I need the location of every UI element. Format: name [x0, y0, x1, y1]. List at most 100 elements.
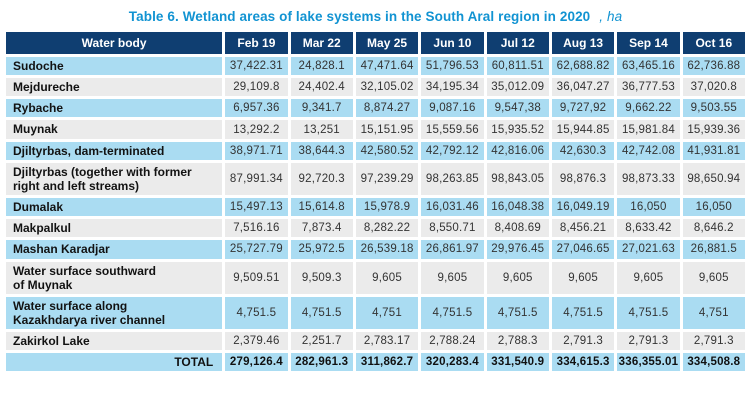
value-cell: 8,874.27 — [355, 99, 419, 118]
value-cell: 8,456.21 — [551, 219, 615, 238]
value-cell: 6,957.36 — [225, 99, 288, 118]
value-cell: 8,282.22 — [355, 219, 419, 238]
value-cell: 4,751 — [355, 296, 419, 330]
total-value-cell: 334,508.8 — [682, 353, 745, 372]
column-header-water-body: Water body — [6, 32, 223, 54]
water-body-label: Makpalkul — [6, 219, 223, 238]
value-cell: 8,633.42 — [617, 219, 680, 238]
table-row: Makpalkul 7,516.16 7,873.4 8,282.22 8,55… — [6, 219, 745, 238]
value-cell: 15,944.85 — [551, 120, 615, 139]
total-value-cell: 279,126.4 — [225, 353, 288, 372]
value-cell: 32,105.02 — [355, 78, 419, 97]
value-cell: 4,751.5 — [421, 296, 484, 330]
value-cell: 27,021.63 — [617, 240, 680, 259]
date-column-header: Mar 22 — [290, 32, 353, 54]
total-row: TOTAL 279,126.4 282,961.3 311,862.7 320,… — [6, 353, 745, 372]
date-column-header: Jul 12 — [486, 32, 549, 54]
value-cell: 26,881.5 — [682, 240, 745, 259]
value-cell: 51,796.53 — [421, 57, 484, 76]
value-cell: 2,791.3 — [551, 332, 615, 351]
water-body-label: Sudoche — [6, 57, 223, 76]
table-row: Djiltyrbas (together with former right a… — [6, 162, 745, 196]
value-cell: 9,605 — [617, 261, 680, 294]
total-value-cell: 282,961.3 — [290, 353, 353, 372]
total-value-cell: 334,615.3 — [551, 353, 615, 372]
value-cell: 15,151.95 — [355, 120, 419, 139]
value-cell: 7,516.16 — [225, 219, 288, 238]
value-cell: 34,195.34 — [421, 78, 484, 97]
value-cell: 42,630.3 — [551, 141, 615, 160]
value-cell: 41,931.81 — [682, 141, 745, 160]
date-column-header: Jun 10 — [421, 32, 484, 54]
value-cell: 98,873.33 — [617, 162, 680, 196]
table-row: Muynak 13,292.2 13,251 15,151.95 15,559.… — [6, 120, 745, 139]
value-cell: 24,828.1 — [290, 57, 353, 76]
table-row: Djiltyrbas, dam-terminated 38,971.71 38,… — [6, 141, 745, 160]
value-cell: 9,605 — [551, 261, 615, 294]
value-cell: 38,971.71 — [225, 141, 288, 160]
value-cell: 87,991.34 — [225, 162, 288, 196]
value-cell: 4,751 — [682, 296, 745, 330]
value-cell: 9,662.22 — [617, 99, 680, 118]
table-row: Mashan Karadjar 25,727.79 25,972.5 26,53… — [6, 240, 745, 259]
value-cell: 4,751.5 — [551, 296, 615, 330]
table-row: Sudoche 37,422.31 24,828.1 47,471.64 51,… — [6, 57, 745, 76]
table-row: Water surface along Kazakhdarya river ch… — [6, 296, 745, 330]
value-cell: 47,471.64 — [355, 57, 419, 76]
table-title-text: Table 6. Wetland areas of lake systems i… — [128, 9, 591, 24]
water-body-label: Water surface along Kazakhdarya river ch… — [6, 296, 223, 330]
value-cell: 9,341.7 — [290, 99, 353, 118]
value-cell: 16,050 — [682, 198, 745, 217]
table-row: Water surface southward of Muynak 9,509.… — [6, 261, 745, 294]
value-cell: 27,046.65 — [551, 240, 615, 259]
value-cell: 9,605 — [682, 261, 745, 294]
table-row: Rybache 6,957.36 9,341.7 8,874.27 9,087.… — [6, 99, 745, 118]
date-column-header: Oct 16 — [682, 32, 745, 54]
table-row: Mejdureche 29,109.8 24,402.4 32,105.02 3… — [6, 78, 745, 97]
total-value-cell: 331,540.9 — [486, 353, 549, 372]
header-row: Water body Feb 19 Mar 22 May 25 Jun 10 J… — [6, 32, 745, 54]
value-cell: 26,861.97 — [421, 240, 484, 259]
value-cell: 16,048.38 — [486, 198, 549, 217]
value-cell: 29,976.45 — [486, 240, 549, 259]
value-cell: 38,644.3 — [290, 141, 353, 160]
value-cell: 8,408.69 — [486, 219, 549, 238]
value-cell: 26,539.18 — [355, 240, 419, 259]
value-cell: 13,292.2 — [225, 120, 288, 139]
water-body-label: Dumalak — [6, 198, 223, 217]
value-cell: 9,605 — [486, 261, 549, 294]
value-cell: 35,012.09 — [486, 78, 549, 97]
water-body-label: Muynak — [6, 120, 223, 139]
total-label: TOTAL — [6, 353, 223, 372]
value-cell: 2,251.7 — [290, 332, 353, 351]
value-cell: 98,263.85 — [421, 162, 484, 196]
value-cell: 15,497.13 — [225, 198, 288, 217]
value-cell: 60,811.51 — [486, 57, 549, 76]
value-cell: 8,550.71 — [421, 219, 484, 238]
value-cell: 9,087.16 — [421, 99, 484, 118]
value-cell: 13,251 — [290, 120, 353, 139]
value-cell: 62,736.88 — [682, 57, 745, 76]
value-cell: 2,783.17 — [355, 332, 419, 351]
table-row: Dumalak 15,497.13 15,614.8 15,978.9 16,0… — [6, 198, 745, 217]
value-cell: 24,402.4 — [290, 78, 353, 97]
water-body-label: Mashan Karadjar — [6, 240, 223, 259]
value-cell: 97,239.29 — [355, 162, 419, 196]
value-cell: 16,049.19 — [551, 198, 615, 217]
total-value-cell: 311,862.7 — [355, 353, 419, 372]
value-cell: 15,559.56 — [421, 120, 484, 139]
value-cell: 98,650.94 — [682, 162, 745, 196]
value-cell: 9,509.3 — [290, 261, 353, 294]
value-cell: 2,791.3 — [617, 332, 680, 351]
value-cell: 8,646.2 — [682, 219, 745, 238]
value-cell: 16,050 — [617, 198, 680, 217]
water-body-label: Mejdureche — [6, 78, 223, 97]
date-column-header: Aug 13 — [551, 32, 615, 54]
value-cell: 2,788.24 — [421, 332, 484, 351]
value-cell: 15,614.8 — [290, 198, 353, 217]
value-cell: 29,109.8 — [225, 78, 288, 97]
value-cell: 15,939.36 — [682, 120, 745, 139]
value-cell: 42,816.06 — [486, 141, 549, 160]
water-body-label: Water surface southward of Muynak — [6, 261, 223, 294]
value-cell: 15,978.9 — [355, 198, 419, 217]
